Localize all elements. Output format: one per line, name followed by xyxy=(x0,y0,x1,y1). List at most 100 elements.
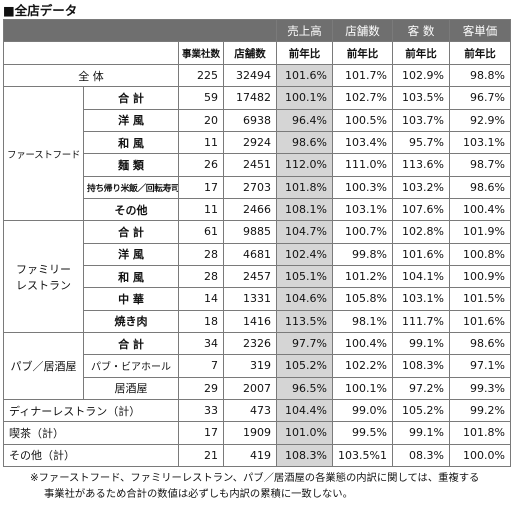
cell-avgspend: 101.5% xyxy=(449,287,511,311)
category-name-line1: ファミリー xyxy=(16,262,71,276)
cell-sales: 104.7% xyxy=(276,220,333,244)
table-row: 持ち帰り米飯／回転寿司 17 2703 101.8% 100.3% 103.2%… xyxy=(4,175,511,199)
row-label: その他 xyxy=(83,197,179,222)
cell-stores: 419 xyxy=(223,443,277,468)
cell-stores: 2457 xyxy=(223,264,277,289)
cell-companies: 21 xyxy=(178,443,224,468)
row-label: ディナーレストラン（計） xyxy=(3,398,179,423)
page-title: ■全店データ xyxy=(3,3,78,18)
cell-companies: 14 xyxy=(178,287,224,311)
table-row: 洋 風 28 4681 102.4% 99.8% 101.6% 100.8% xyxy=(4,242,511,266)
cell-customers: 107.6% xyxy=(392,197,450,222)
cell-avgspend: 98.7% xyxy=(449,153,511,177)
table-row: その他 11 2466 108.1% 103.1% 107.6% 100.4% xyxy=(4,197,511,222)
row-label: 和 風 xyxy=(83,130,179,155)
cell-avgspend: 98.8% xyxy=(449,63,511,88)
cell-customers: 105.2% xyxy=(392,398,450,423)
cell-customers: 103.7% xyxy=(392,108,450,132)
cell-sales: 105.1% xyxy=(276,264,333,289)
cell-avgspend: 92.9% xyxy=(449,108,511,132)
cell-companies: 7 xyxy=(178,354,224,378)
cell-stores: 17482 xyxy=(223,86,277,110)
table-row: 洋 風 20 6938 96.4% 100.5% 103.7% 92.9% xyxy=(4,108,511,132)
table-row: 麺 類 26 2451 112.0% 111.0% 113.6% 98.7% xyxy=(4,153,511,177)
row-label: パブ・ビアホール xyxy=(83,354,179,378)
cell-stores: 4681 xyxy=(223,242,277,266)
table-row: ファミリー レストラン 合 計 61 9885 104.7% 100.7% 10… xyxy=(3,220,511,333)
row-label: 合 計 xyxy=(83,331,179,356)
store-data-table: 売上高 店舗数 客 数 客単価 事業社数 店舗数 前年比 前年比 前年比 前年比… xyxy=(3,19,511,468)
cell-sales: 108.1% xyxy=(276,197,333,222)
row-label: その他（計） xyxy=(3,443,179,468)
cell-companies: 11 xyxy=(178,197,224,222)
cell-stores: 9885 xyxy=(223,220,277,244)
cell-companies: 17 xyxy=(178,175,224,199)
cell-customers: 101.6% xyxy=(392,242,450,266)
cell-storecount: 99.0% xyxy=(332,398,393,423)
footnote-line1: ※ファーストフード、ファミリーレストラン、パブ／居酒屋の各業態の内訳に関しては、… xyxy=(30,472,480,484)
cell-storecount: 105.8% xyxy=(332,287,393,311)
row-label: 中 華 xyxy=(83,287,179,311)
cell-companies: 29 xyxy=(178,376,224,400)
cell-stores: 1331 xyxy=(223,287,277,311)
footnote: ※ファーストフード、ファミリーレストラン、パブ／居酒屋の各業態の内訳に関しては、… xyxy=(30,470,505,502)
cell-customers: 95.7% xyxy=(392,130,450,155)
cell-avgspend: 101.6% xyxy=(449,309,511,333)
cell-sales: 108.3% xyxy=(276,443,333,468)
cell-avgspend: 97.1% xyxy=(449,354,511,378)
header-row-labels: 事業社数 店舗数 前年比 前年比 前年比 前年比 xyxy=(3,41,511,65)
row-label: 和 風 xyxy=(83,264,179,289)
table-row: 喫茶（計） 17 1909 101.0% 99.5% 99.1% 101.8% xyxy=(3,421,511,445)
cell-stores: 2451 xyxy=(223,153,277,177)
header-companies: 事業社数 xyxy=(178,41,224,65)
cell-avgspend: 100.0% xyxy=(449,443,511,468)
category-fastfood: ファーストフード xyxy=(3,86,84,222)
cell-storecount: 100.3% xyxy=(332,175,393,199)
cell-storecount: 102.2% xyxy=(332,354,393,378)
cell-avgspend: 98.6% xyxy=(449,175,511,199)
cell-storecount: 98.1% xyxy=(332,309,393,333)
cell-companies: 33 xyxy=(178,398,224,423)
table-row: 焼き肉 18 1416 113.5% 98.1% 111.7% 101.6% xyxy=(4,309,511,333)
header-row-metrics: 売上高 店舗数 客 数 客単価 xyxy=(3,19,511,42)
row-label: 洋 風 xyxy=(83,242,179,266)
category-name-line2: レストラン xyxy=(16,278,71,292)
table-row-total: 全 体 225 32494 101.6% 101.7% 102.9% 98.8% xyxy=(3,63,511,88)
header-sales: 売上高 xyxy=(276,19,333,42)
cell-stores: 2326 xyxy=(223,331,277,356)
cell-customers: 111.7% xyxy=(392,309,450,333)
row-label: 麺 類 xyxy=(83,153,179,177)
cell-storecount: 101.7% xyxy=(332,63,393,88)
cell-avgspend: 96.7% xyxy=(449,86,511,110)
cell-companies: 28 xyxy=(178,264,224,289)
row-label: 洋 風 xyxy=(83,108,179,132)
cell-companies: 17 xyxy=(178,421,224,445)
cell-storecount: 111.0% xyxy=(332,153,393,177)
cell-avgspend: 99.3% xyxy=(449,376,511,400)
cell-avgspend: 100.4% xyxy=(449,197,511,222)
cell-storecount: 100.1% xyxy=(332,376,393,400)
cell-sales: 104.6% xyxy=(276,287,333,311)
row-label: 全 体 xyxy=(3,63,179,88)
header-storecount: 店舗数 xyxy=(332,19,393,42)
header-category-blank xyxy=(3,41,179,65)
row-label: 喫茶（計） xyxy=(3,421,179,445)
cell-sales: 101.0% xyxy=(276,421,333,445)
header-stores: 店舗数 xyxy=(223,41,277,65)
row-label: 居酒屋 xyxy=(83,376,179,400)
cell-sales: 102.4% xyxy=(276,242,333,266)
cell-customers: 103.5% xyxy=(392,86,450,110)
cell-avgspend: 98.6% xyxy=(449,331,511,356)
cell-storecount: 100.7% xyxy=(332,220,393,244)
cell-sales: 101.6% xyxy=(276,63,333,88)
cell-sales: 96.5% xyxy=(276,376,333,400)
cell-sales: 101.8% xyxy=(276,175,333,199)
category-pub-izakaya: パブ／居酒屋 xyxy=(3,331,84,400)
cell-companies: 28 xyxy=(178,242,224,266)
cell-avgspend: 100.9% xyxy=(449,264,511,289)
table-row: 居酒屋 29 2007 96.5% 100.1% 97.2% 99.3% xyxy=(4,376,511,400)
cell-companies: 26 xyxy=(178,153,224,177)
cell-companies: 18 xyxy=(178,309,224,333)
cell-sales: 113.5% xyxy=(276,309,333,333)
